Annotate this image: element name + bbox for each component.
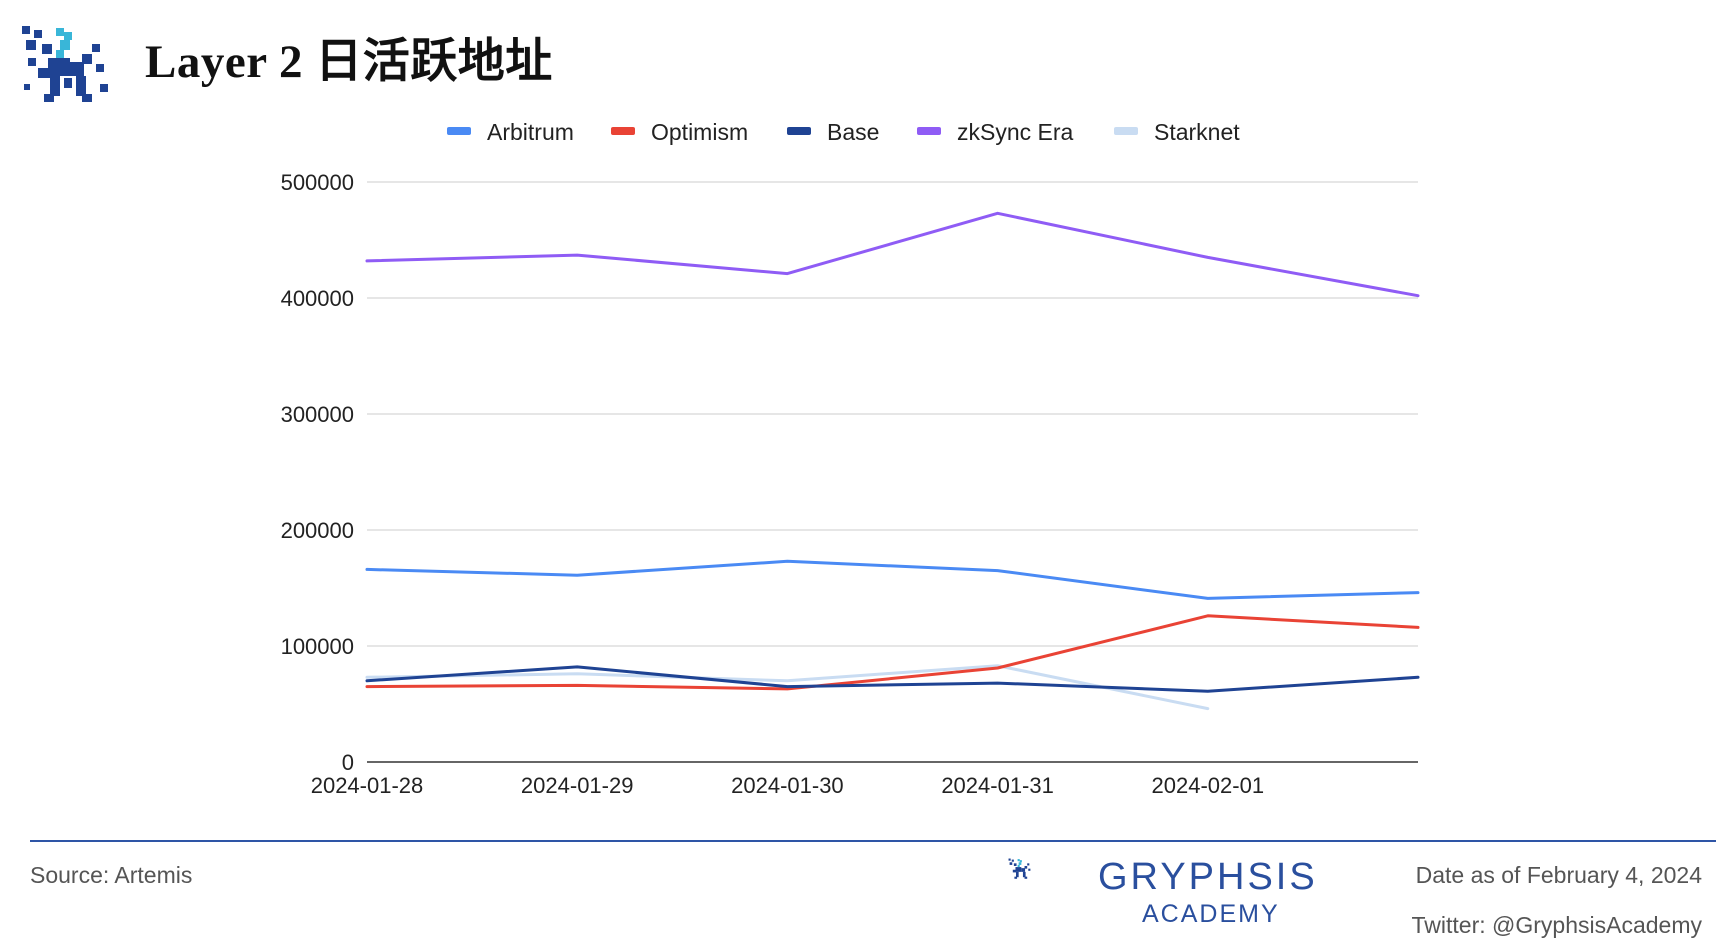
y-tick-label: 300000 [281, 402, 354, 427]
chart-legend: Arbitrum Optimism Base zkSync Era Starknet [447, 119, 1240, 145]
x-tick-label: 2024-01-30 [731, 773, 844, 798]
chart-series [365, 211, 1420, 711]
source-note: Source: Artemis [30, 862, 193, 888]
twitter-handle: Twitter: @GryphsisAcademy [1411, 912, 1702, 938]
series-line-arbitrum [365, 559, 1420, 600]
brand-name: GRYPHSIS [1098, 856, 1318, 898]
legend-label: Arbitrum [487, 119, 574, 145]
y-tick-label: 0 [342, 750, 354, 775]
legend-label: Base [827, 119, 879, 145]
legend-swatch [611, 127, 635, 135]
series-line-zksync-era [365, 211, 1420, 298]
brand-subtitle: ACADEMY [1142, 900, 1280, 928]
date-note: Date as of February 4, 2024 [1415, 862, 1702, 888]
legend-label: Starknet [1154, 119, 1240, 145]
x-tick-label: 2024-01-28 [311, 773, 424, 798]
x-tick-label: 2024-01-31 [941, 773, 1054, 798]
x-tick-label: 2024-01-29 [521, 773, 634, 798]
gryphsis-brand-icon [1008, 858, 1031, 879]
chart-grid [367, 181, 1418, 763]
x-tick-label: 2024-02-01 [1152, 773, 1265, 798]
y-axis-ticks: 500000 400000 300000 200000 100000 0 [281, 170, 354, 775]
legend-swatch [1114, 127, 1138, 135]
y-tick-label: 100000 [281, 634, 354, 659]
x-axis-ticks: 2024-01-28 2024-01-29 2024-01-30 2024-01-31… [311, 773, 1264, 798]
legend-swatch [447, 127, 471, 135]
gryphsis-logo [22, 26, 108, 102]
footer-divider [30, 840, 1716, 842]
legend-label: zkSync Era [957, 119, 1074, 145]
page-title: Layer 2 日活跃地址 [145, 36, 553, 88]
legend-label: Optimism [651, 119, 748, 145]
y-tick-label: 500000 [281, 170, 354, 195]
series-line-optimism [365, 614, 1420, 691]
y-tick-label: 400000 [281, 286, 354, 311]
series-line-starknet [365, 664, 1210, 711]
line-chart: Arbitrum Optimism Base zkSync Era Starknet 5… [281, 119, 1420, 798]
series-line-base [365, 665, 1420, 693]
legend-swatch [917, 127, 941, 135]
legend-swatch [787, 127, 811, 135]
y-tick-label: 200000 [281, 518, 354, 543]
